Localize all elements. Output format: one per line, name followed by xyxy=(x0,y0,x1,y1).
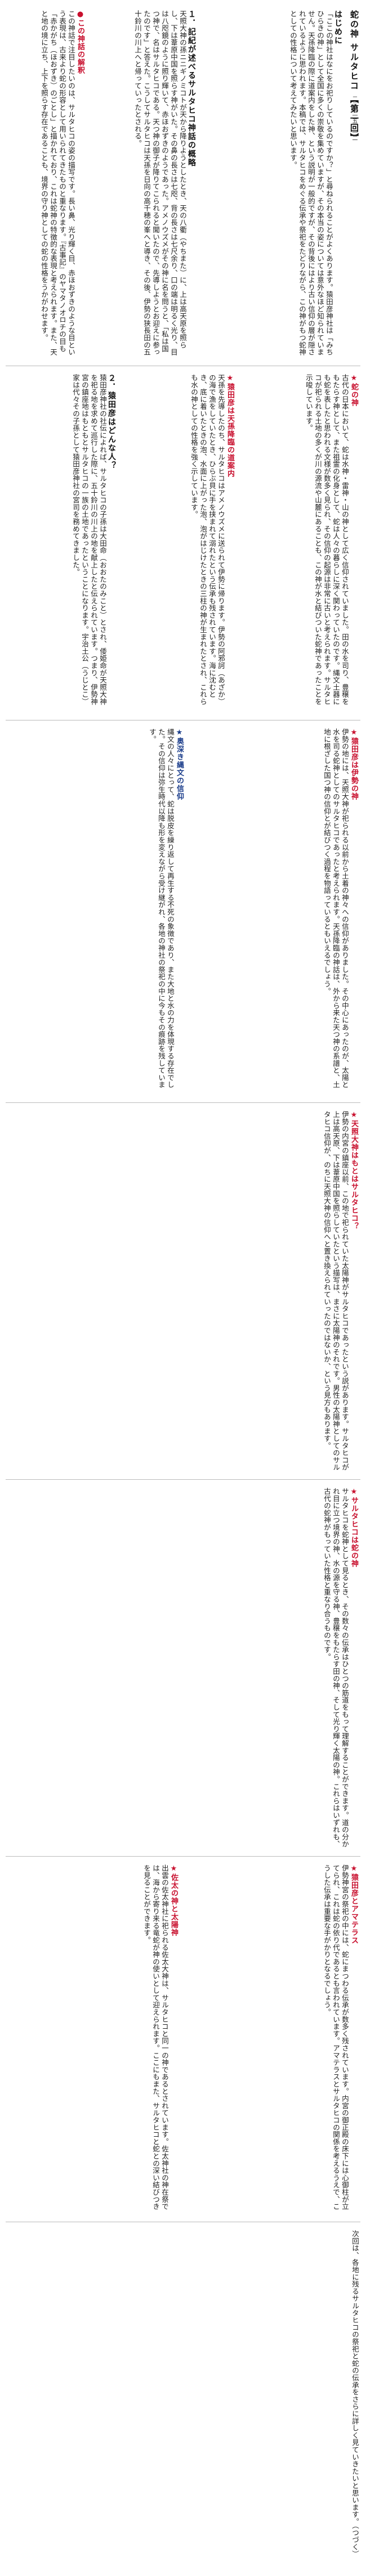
band-divider xyxy=(6,1856,360,1857)
section-body-intro: 「ここの神社はなにをお祀りしているのですか？」と尋ねられることがよくあります。猿… xyxy=(289,10,333,356)
subsection-body-1: この神話で注目したいのは、サルタヒコの姿の描写です。長い鼻、光り輝く目、赤ほおず… xyxy=(40,10,75,356)
page-title: 蛇の神 サルタヒコ 【第一回】 xyxy=(349,10,359,143)
section-heading-8: ★サルタヒコは蛇の神 xyxy=(350,1488,358,1568)
section-heading-6: ★奥深き縄文の信仰 xyxy=(175,728,184,800)
section-heading-7: ★天照大神はもとはサルタヒコ？ xyxy=(350,1111,358,1230)
section-body-10: 出雲の佐太神社に祀られる佐太大神は、サルタヒコと同一の神であるとされています。佐… xyxy=(142,1865,169,2210)
subsection-heading-1: ●この神話の解釈 xyxy=(76,10,84,74)
section-body-7: 伊勢の内宮の鎮座以前、この地で祀られていた太陽神がサルタヒコであったという説があ… xyxy=(323,1111,349,1471)
band-divider xyxy=(6,1102,360,1103)
section-body-5: 伊勢の地には、天照大神が祀られる以前から土着の神々への信仰がありました。その中心… xyxy=(323,728,349,1088)
section-body-9: 伊勢神宮の祭祀の中には、蛇にまつわる伝承が数多く残されています。内宮の御正殿の床… xyxy=(323,1865,349,2210)
closing-text: 次回は、各地に残るサルタヒコの祭祀と蛇の伝承をさらに詳しく見ていきたいと思います… xyxy=(351,2230,359,2558)
section-heading-3: ★猿田彦は天孫降臨の道案内 xyxy=(226,374,234,478)
section-body-6: 縄文の人々にとって、蛇は脱皮を繰り返して再生する不死の象徴であり、また大地と水の… xyxy=(148,728,175,1088)
section-heading-1: １．記紀が述べるサルタヒコ神話の概略 xyxy=(187,10,196,167)
section-body-4: 猿田彦神社の社伝によれば、サルタヒコの子孫は大田命（おおたのみこと）とされ、倭姫… xyxy=(72,374,107,705)
issue-date: 二三〇一五・一二 xyxy=(351,96,357,141)
section-heading-9: ★猿田彦とアマテラス xyxy=(350,1865,358,1944)
section-body-1: 天照大神の孫ニニギノミコトが天から降りようとしたとき、天の八衢（やちまた）に、上… xyxy=(133,10,187,356)
section-body-8: サルタヒコを蛇神として見るとき、その数々の伝承はひとつの筋道をもって理解すること… xyxy=(323,1488,349,1848)
section-heading-4: ２．猿田彦はどんな人？ xyxy=(107,374,116,470)
section-body-2: 古代の日本において、蛇は水神・雷神・山の神として広く信仰されていました。田の水を… xyxy=(305,374,349,705)
section-body-3: 天孫を先導したのち、サルタヒコはアメノウズメに送られて伊勢に帰ります。伊勢の阿邪… xyxy=(190,374,225,705)
section-heading-5: ★猿田彦は伊勢の神 xyxy=(350,728,358,800)
section-heading-intro: はじめに xyxy=(333,10,342,45)
band-divider xyxy=(6,1479,360,1480)
section-heading-2: ★蛇の神 xyxy=(350,374,358,407)
section-heading-10: ★佐太の神と太陽神 xyxy=(169,1865,178,1936)
